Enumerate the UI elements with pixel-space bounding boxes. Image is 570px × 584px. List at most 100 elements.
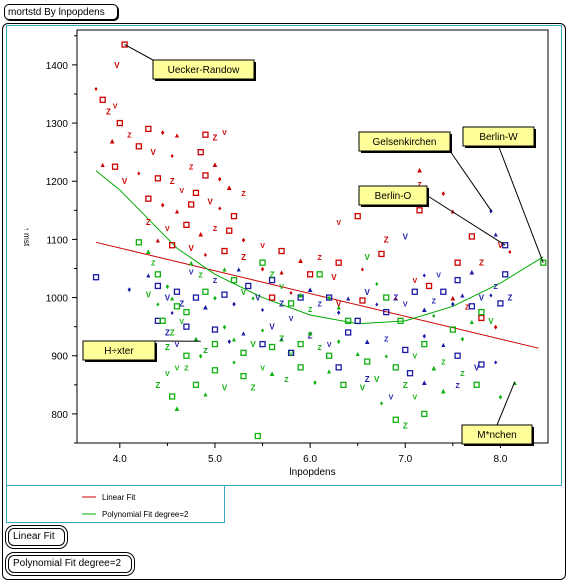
data-point: [378, 250, 385, 258]
data-point: Z: [317, 301, 322, 308]
data-point: Z: [213, 226, 218, 233]
data-point: ▲: [306, 328, 314, 337]
data-point: ♦: [227, 337, 231, 346]
data-point: ♦: [375, 281, 379, 288]
annotation-box: [152, 59, 255, 80]
data-point: V: [255, 294, 261, 303]
annotations: Uecker-Randow Gelsenkirchen Berlin-W Berlin…: [82, 44, 544, 446]
data-point: ▲: [297, 256, 305, 265]
data-point: V: [146, 291, 152, 300]
data-point: [202, 131, 209, 138]
data-point: ♦: [337, 337, 341, 346]
data-point: [345, 317, 352, 324]
data-point: V: [260, 243, 265, 250]
annotation-box: [82, 340, 156, 361]
data-point: ▲: [192, 334, 200, 343]
data-point: V: [412, 354, 417, 361]
data-point: ▲: [154, 237, 161, 244]
data-point: ▲: [173, 133, 180, 140]
data-point: ▲: [169, 296, 176, 303]
data-point: ▲: [187, 259, 195, 268]
data-point: ♦: [165, 282, 169, 291]
data-point: V: [165, 226, 170, 233]
data-point: ♦: [261, 307, 265, 314]
data-point: [259, 340, 266, 348]
data-point: Z: [308, 307, 313, 314]
data-point: Z: [507, 294, 512, 303]
data-point: [154, 271, 162, 278]
data-point: V: [165, 294, 171, 303]
data-point: [540, 259, 547, 266]
x-tick-label: 8.0: [493, 454, 507, 465]
data-point: Z: [403, 422, 408, 431]
data-point: ♦: [508, 249, 512, 256]
data-point: [411, 288, 418, 295]
data-point: [145, 195, 152, 202]
data-point: [211, 367, 219, 374]
data-point: V: [498, 241, 504, 250]
data-point: ▲: [511, 380, 518, 387]
data-point: [183, 323, 190, 330]
data-point: [406, 370, 414, 377]
data-point: ▲: [416, 166, 424, 175]
data-point: ♦: [384, 354, 388, 361]
data-point: [335, 259, 342, 266]
data-point: Z: [455, 383, 460, 390]
data-point: ▲: [430, 363, 438, 372]
data-point: Z: [241, 253, 246, 262]
legend-frame: [6, 486, 225, 523]
data-point: Z: [127, 133, 132, 140]
data-point: [326, 294, 333, 301]
data-point: Z: [270, 270, 275, 279]
fit-lines: [95, 170, 544, 349]
y-tick-label: 1000: [46, 294, 69, 305]
y-tick-label: 800: [51, 410, 68, 421]
linear-fit-line: [95, 241, 539, 349]
data-point: V: [389, 394, 394, 401]
data-point: V: [113, 104, 118, 111]
data-point: [121, 41, 128, 48]
data-point: [421, 410, 428, 418]
data-point: V: [365, 288, 371, 297]
data-point: ♦: [494, 323, 498, 332]
data-point: ▲: [492, 232, 499, 239]
window-frame: [2, 23, 566, 580]
data-point: [335, 364, 342, 371]
data-point: ▲: [335, 304, 342, 311]
data-point: ♦: [494, 360, 498, 367]
data-point: [245, 282, 252, 290]
data-point: V: [412, 394, 417, 401]
data-point: ▲: [144, 247, 152, 256]
data-point: Z: [460, 371, 465, 378]
data-point: [454, 352, 461, 359]
data-point: ▲: [306, 285, 314, 294]
annotation-leader: [496, 381, 516, 426]
data-point: [188, 201, 195, 208]
linear-fit-button[interactable]: Linear Fit: [8, 528, 65, 546]
data-point: V: [269, 323, 275, 332]
data-point: ▲: [468, 267, 476, 276]
data-point: ▲: [192, 334, 200, 343]
data-point: [202, 288, 209, 295]
legend-label: Linear Fit: [102, 493, 136, 502]
data-point: ▲: [392, 296, 399, 303]
data-point: V: [250, 340, 256, 349]
data-point: ♦: [423, 272, 427, 279]
data-point: Z: [465, 304, 470, 311]
polynomial-fit-button[interactable]: Polynomial Fit degree=2: [8, 555, 132, 573]
data-point: V: [336, 220, 341, 227]
data-point: [297, 294, 304, 301]
data-point: ▲: [225, 183, 233, 192]
data-point: Z: [170, 328, 175, 337]
y-tick-label: 1100: [46, 235, 68, 246]
data-point: ♦: [489, 206, 493, 215]
data-point: [297, 340, 304, 348]
data-point: ▲: [345, 296, 352, 303]
data-point: [340, 381, 347, 388]
data-point: Z: [155, 381, 160, 390]
data-point: [297, 364, 304, 371]
annotation-label: H÷xter: [104, 346, 134, 357]
data-point: ♦: [337, 308, 341, 317]
data-point: ▲: [173, 208, 180, 215]
annotation-leader: [498, 145, 544, 263]
